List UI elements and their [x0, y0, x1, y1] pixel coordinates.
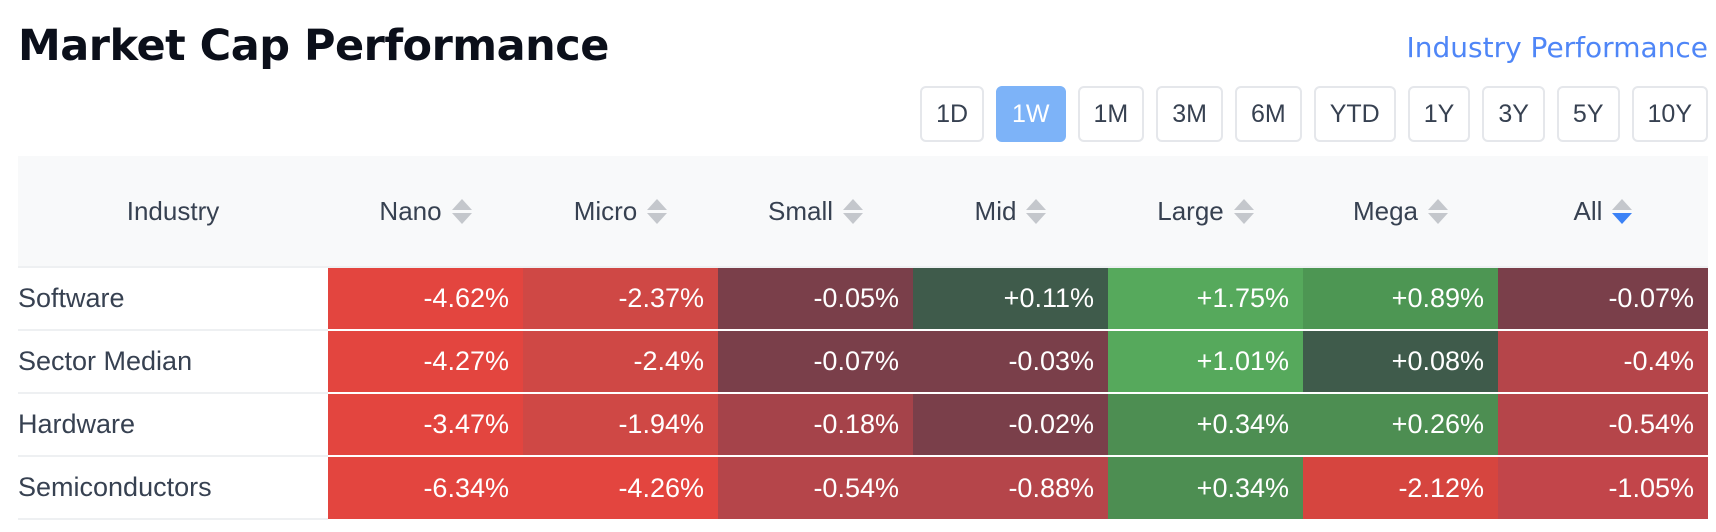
- table-header-row: Industry Nano Micro Small Mid Large Mega…: [18, 156, 1708, 267]
- period-button-1w[interactable]: 1W: [996, 86, 1066, 142]
- sort-desc-active-icon: [1612, 198, 1633, 224]
- performance-cell: -0.88%: [913, 455, 1108, 519]
- column-header-industry: Industry: [18, 156, 328, 267]
- performance-cell: -6.34%: [328, 455, 523, 519]
- performance-cell: +0.34%: [1108, 392, 1303, 456]
- performance-cell: -0.18%: [718, 392, 913, 456]
- sort-icon: [647, 198, 668, 224]
- industry-performance-link[interactable]: Industry Performance: [1406, 31, 1708, 64]
- table-row: Sector Median -4.27% -2.4% -0.07% -0.03% +1.0…: [18, 329, 1708, 394]
- column-header-label: Mid: [974, 195, 1017, 226]
- industry-name-cell: Software: [18, 266, 328, 331]
- performance-cell: -0.02%: [913, 392, 1108, 456]
- column-header-mega[interactable]: Mega: [1303, 156, 1498, 267]
- period-button-1m[interactable]: 1M: [1077, 86, 1145, 142]
- performance-cell: -1.94%: [523, 392, 718, 456]
- performance-cell: -0.54%: [718, 455, 913, 519]
- period-button-5y[interactable]: 5Y: [1556, 86, 1620, 142]
- table-row: Hardware -3.47% -1.94% -0.18% -0.02% +0.34% +0…: [18, 392, 1708, 457]
- performance-cell: -4.26%: [523, 455, 718, 519]
- column-header-label: Large: [1157, 195, 1224, 226]
- sort-icon: [451, 198, 472, 224]
- performance-cell: -0.07%: [1498, 266, 1708, 330]
- performance-cell: -2.4%: [523, 329, 718, 393]
- column-header-all[interactable]: All: [1498, 156, 1708, 267]
- column-header-label: Small: [767, 195, 833, 226]
- performance-cell: +0.26%: [1303, 392, 1498, 456]
- performance-cell: -2.12%: [1303, 455, 1498, 519]
- sort-icon: [1428, 198, 1449, 224]
- column-header-micro[interactable]: Micro: [523, 156, 718, 267]
- sort-icon: [843, 198, 863, 224]
- performance-cell: -4.27%: [328, 329, 523, 393]
- performance-cell: -3.47%: [328, 392, 523, 456]
- period-button-ytd[interactable]: YTD: [1313, 86, 1396, 142]
- period-button-1d[interactable]: 1D: [920, 86, 985, 142]
- column-header-label: Mega: [1352, 195, 1419, 226]
- column-header-large[interactable]: Large: [1108, 156, 1303, 267]
- column-header-label: Micro: [573, 195, 638, 226]
- column-header-label: Industry: [126, 195, 220, 226]
- performance-cell: -1.05%: [1498, 455, 1708, 519]
- performance-cell: -4.62%: [328, 266, 523, 330]
- table-row: Software -4.62% -2.37% -0.05% +0.11% +1.75% +0…: [18, 266, 1708, 331]
- industry-name-cell: Semiconductors: [18, 456, 328, 520]
- period-selector: 1D 1W 1M 3M 6M YTD 1Y 3Y 5Y 10Y: [920, 86, 1708, 142]
- industry-name-cell: Hardware: [18, 393, 328, 457]
- period-button-6m[interactable]: 6M: [1235, 86, 1302, 142]
- column-header-mid[interactable]: Mid: [913, 156, 1108, 267]
- column-header-small[interactable]: Small: [718, 156, 913, 267]
- performance-cell: -0.05%: [718, 266, 913, 330]
- period-button-1y[interactable]: 1Y: [1407, 86, 1471, 142]
- performance-cell: +0.11%: [913, 266, 1108, 330]
- performance-cell: +1.01%: [1108, 329, 1303, 393]
- performance-cell: +1.75%: [1108, 266, 1303, 330]
- period-button-10y[interactable]: 10Y: [1631, 86, 1708, 142]
- column-header-label: Nano: [379, 195, 442, 226]
- performance-cell: -2.37%: [523, 266, 718, 330]
- performance-cell: -0.54%: [1498, 392, 1708, 456]
- column-header-label: All: [1573, 195, 1603, 226]
- table-row: Semiconductors -6.34% -4.26% -0.54% -0.88% +0…: [18, 455, 1708, 520]
- sort-icon: [1233, 198, 1254, 224]
- performance-cell: +0.08%: [1303, 329, 1498, 393]
- market-cap-table: Industry Nano Micro Small Mid Large Mega…: [18, 156, 1708, 520]
- column-header-nano[interactable]: Nano: [328, 156, 523, 267]
- period-button-3m[interactable]: 3M: [1156, 86, 1223, 142]
- performance-cell: -0.07%: [718, 329, 913, 393]
- performance-cell: +0.89%: [1303, 266, 1498, 330]
- performance-cell: -0.03%: [913, 329, 1108, 393]
- industry-name-cell: Sector Median: [18, 330, 328, 394]
- sort-icon: [1026, 198, 1047, 224]
- page-title: Market Cap Performance: [18, 21, 609, 71]
- performance-cell: +0.34%: [1108, 455, 1303, 519]
- performance-cell: -0.4%: [1498, 329, 1708, 393]
- period-button-3y[interactable]: 3Y: [1482, 86, 1545, 142]
